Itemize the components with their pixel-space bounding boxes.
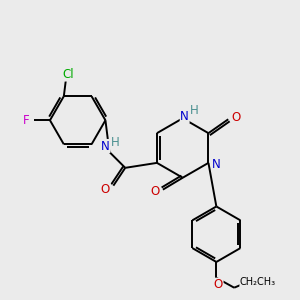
Text: N: N	[212, 158, 221, 171]
Text: O: O	[214, 278, 223, 291]
Text: N: N	[101, 140, 110, 152]
Text: H: H	[111, 136, 120, 148]
Text: O: O	[232, 111, 241, 124]
Text: Cl: Cl	[62, 68, 74, 81]
Text: F: F	[23, 114, 29, 127]
Text: N: N	[180, 110, 189, 123]
Text: CH₂CH₃: CH₂CH₃	[240, 277, 276, 287]
Text: O: O	[150, 185, 160, 198]
Text: H: H	[190, 104, 199, 117]
Text: O: O	[101, 183, 110, 196]
